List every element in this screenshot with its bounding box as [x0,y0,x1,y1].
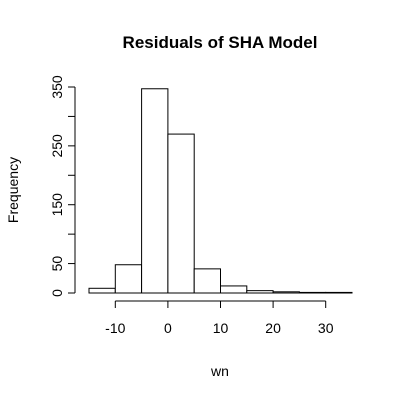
y-tick-label: 350 [49,75,65,99]
histogram-bar [88,287,116,294]
x-tick-label: 20 [265,320,281,336]
x-tick-label: 0 [164,320,172,336]
histogram-bar [141,88,169,294]
histogram-bar [220,285,248,294]
y-tick-label: 250 [49,134,65,158]
bars-group [88,88,353,294]
y-tick-label: 50 [49,256,65,272]
y-tick-label: 0 [49,289,65,297]
x-axis: -10 0 10 20 30 [105,300,334,336]
y-axis-label: Frequency [5,157,21,223]
histogram-bar [167,133,195,294]
x-axis-label: wn [210,363,229,379]
x-tick-label: -10 [105,320,125,336]
histogram-bar [325,291,353,294]
y-axis: 0 50 150 250 350 [49,75,76,297]
histogram-bar [193,268,221,294]
x-tick-label: 30 [318,320,334,336]
histogram-bar [298,291,327,294]
histogram-bar [246,290,274,294]
x-tick-label: 10 [213,320,229,336]
histogram-bar [272,291,300,294]
y-tick-label: 150 [49,193,65,217]
histogram-bar [114,264,143,294]
chart-title: Residuals of SHA Model [123,33,318,52]
